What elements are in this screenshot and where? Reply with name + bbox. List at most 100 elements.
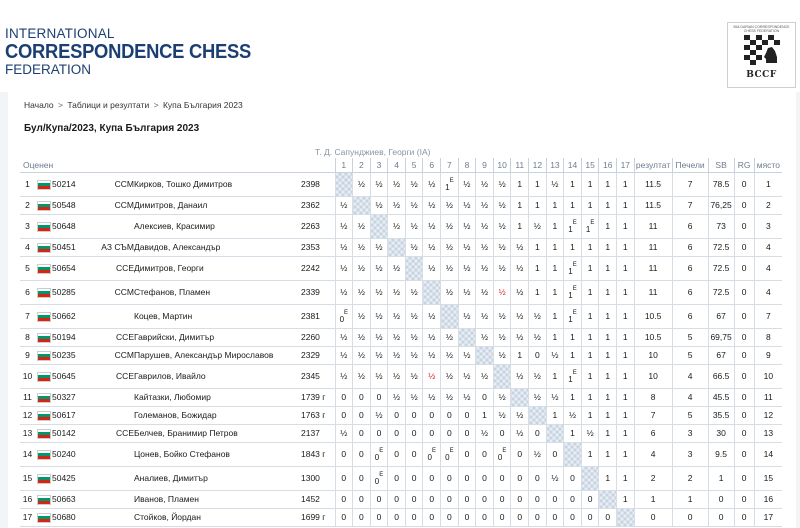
- table-row[interactable]: 5 50654 CCE Димитров, Георги 2242 ½ ½ ½ ½ ½ ½ ½ ½ ½ ½ 1…: [20, 256, 783, 280]
- game-result-cell[interactable]: ½: [404, 238, 423, 256]
- game-result-cell[interactable]: 0: [334, 388, 353, 406]
- player-name[interactable]: Големанов, Божидар: [134, 410, 217, 420]
- game-result-cell[interactable]: 0: [352, 424, 371, 442]
- game-result-cell[interactable]: 0: [440, 490, 459, 508]
- player-id[interactable]: 50680: [52, 512, 76, 522]
- game-result-cell[interactable]: 0: [457, 490, 476, 508]
- game-result-cell[interactable]: 1: [545, 328, 564, 346]
- player-name[interactable]: Стойков, Йордан: [134, 512, 201, 522]
- player-id[interactable]: 50548: [52, 200, 76, 210]
- game-result-cell[interactable]: 1: [598, 442, 617, 466]
- game-result-cell[interactable]: ½: [352, 346, 371, 364]
- game-result-cell[interactable]: ½: [334, 280, 353, 304]
- game-result-cell[interactable]: ½: [369, 346, 388, 364]
- game-result-cell[interactable]: 0: [528, 424, 547, 442]
- game-result-cell[interactable]: 0: [510, 442, 529, 466]
- game-result-cell[interactable]: 0: [387, 466, 406, 490]
- game-result-cell[interactable]: 1: [616, 238, 635, 256]
- game-result-cell[interactable]: 0: [580, 490, 599, 508]
- game-result-cell[interactable]: ½: [545, 172, 564, 196]
- game-result-cell[interactable]: ½: [422, 196, 441, 214]
- table-row[interactable]: 4 50451 АЗ СЪМ Давидов, Александър 2353 ½ ½ ½ ½ ½…: [20, 238, 783, 256]
- game-result-cell[interactable]: 0: [457, 508, 476, 526]
- game-result-cell[interactable]: 1: [598, 238, 617, 256]
- table-row[interactable]: 16 50663 Иванов, Пламен 1452 0 0 0 0 0 0 0 0 0 0 0 0 0 0 0…: [20, 490, 783, 508]
- round-header[interactable]: 1: [334, 158, 353, 173]
- game-result-cell[interactable]: 1: [475, 406, 494, 424]
- game-result-cell[interactable]: ½: [510, 238, 529, 256]
- iccf-logo[interactable]: INTERNATIONAL CORRESPONDENCE CHESS FEDER…: [5, 27, 272, 76]
- game-result-cell[interactable]: ½: [387, 172, 406, 196]
- game-result-cell[interactable]: ½: [334, 424, 353, 442]
- player-name[interactable]: Аналиев, Димитър: [134, 473, 208, 483]
- game-result-cell[interactable]: ½: [404, 172, 423, 196]
- game-result-cell[interactable]: ½: [369, 280, 388, 304]
- game-result-cell[interactable]: ½: [475, 424, 494, 442]
- player-id[interactable]: 50617: [52, 410, 76, 420]
- breadcrumb-home[interactable]: Начало: [24, 100, 54, 110]
- game-result-cell[interactable]: 0: [545, 442, 564, 466]
- game-result-cell[interactable]: 1: [510, 346, 529, 364]
- game-result-cell[interactable]: 1: [616, 388, 635, 406]
- game-result-cell[interactable]: 1: [528, 172, 547, 196]
- game-result-cell[interactable]: ½: [510, 364, 529, 388]
- game-result-cell[interactable]: 0: [422, 466, 441, 490]
- game-result-cell[interactable]: ½: [580, 424, 599, 442]
- game-result-cell[interactable]: 0: [475, 508, 494, 526]
- game-result-cell[interactable]: 1: [598, 406, 617, 424]
- game-result-cell[interactable]: ½: [492, 406, 511, 424]
- game-result-cell[interactable]: 1: [616, 328, 635, 346]
- game-result-cell[interactable]: 1: [616, 364, 635, 388]
- game-result-cell[interactable]: 0: [528, 508, 547, 526]
- game-result-cell[interactable]: 0: [440, 424, 459, 442]
- game-result-cell[interactable]: ½: [528, 304, 547, 328]
- game-result-cell[interactable]: 1: [598, 280, 617, 304]
- game-result-cell[interactable]: 0: [528, 346, 547, 364]
- game-result-cell[interactable]: 0: [492, 508, 511, 526]
- game-result-cell[interactable]: 0: [404, 508, 423, 526]
- game-result-cell[interactable]: ½: [492, 196, 511, 214]
- bccf-logo[interactable]: BULGARIAN CORRESPONDENCE CHESS FEDERATIO…: [727, 22, 796, 88]
- place-header[interactable]: място: [753, 158, 783, 173]
- game-result-cell[interactable]: ½: [404, 280, 423, 304]
- game-result-cell[interactable]: ½: [440, 214, 459, 238]
- player-id[interactable]: 50235: [52, 350, 76, 360]
- game-result-cell[interactable]: ½: [440, 328, 459, 346]
- game-result-cell[interactable]: ½: [387, 364, 406, 388]
- game-result-cell[interactable]: 1: [510, 172, 529, 196]
- game-result-cell[interactable]: ½: [475, 364, 494, 388]
- round-header[interactable]: 13: [545, 158, 564, 173]
- round-header[interactable]: 17: [616, 158, 635, 173]
- table-row[interactable]: 8 50194 CCE Гаврийски, Димитър 2260 ½ ½ ½ ½ ½ ½ ½ ½ ½…: [20, 328, 783, 346]
- game-result-cell[interactable]: 1E: [580, 214, 599, 238]
- game-result-cell[interactable]: 0: [334, 490, 353, 508]
- wins-header[interactable]: Печели: [671, 158, 709, 173]
- tournament-director[interactable]: Т. Д. Сапунджиев, Георги (IA): [315, 147, 431, 157]
- game-result-cell[interactable]: 0: [475, 490, 494, 508]
- player-id[interactable]: 50194: [52, 332, 76, 342]
- game-result-cell[interactable]: ½: [369, 238, 388, 256]
- game-result-cell[interactable]: 1: [598, 214, 617, 238]
- game-result-cell[interactable]: ½: [545, 388, 564, 406]
- game-result-cell[interactable]: ½: [492, 304, 511, 328]
- game-result-cell[interactable]: 0: [334, 442, 353, 466]
- player-name[interactable]: Коцев, Мартин: [134, 311, 193, 321]
- player-id[interactable]: 50240: [52, 449, 76, 459]
- game-result-cell[interactable]: ½: [510, 328, 529, 346]
- player-id[interactable]: 50451: [52, 242, 76, 252]
- game-result-cell[interactable]: 1: [616, 196, 635, 214]
- game-result-cell[interactable]: ½: [334, 364, 353, 388]
- game-result-cell[interactable]: 1E: [563, 280, 582, 304]
- game-result-cell[interactable]: ½: [352, 280, 371, 304]
- game-result-cell[interactable]: 0: [457, 442, 476, 466]
- game-result-cell[interactable]: ½: [475, 214, 494, 238]
- player-name[interactable]: Гаврийски, Димитър: [134, 332, 215, 342]
- game-result-cell[interactable]: ½: [352, 256, 371, 280]
- game-result-cell[interactable]: 1: [563, 346, 582, 364]
- game-result-cell[interactable]: 0: [475, 388, 494, 406]
- game-result-cell[interactable]: ½: [387, 304, 406, 328]
- table-row[interactable]: 2 50548 CCM Димитров, Данаил 2362 ½ ½ ½ ½ ½ ½ ½ ½ ½ 1 1…: [20, 196, 783, 214]
- round-header[interactable]: 10: [492, 158, 511, 173]
